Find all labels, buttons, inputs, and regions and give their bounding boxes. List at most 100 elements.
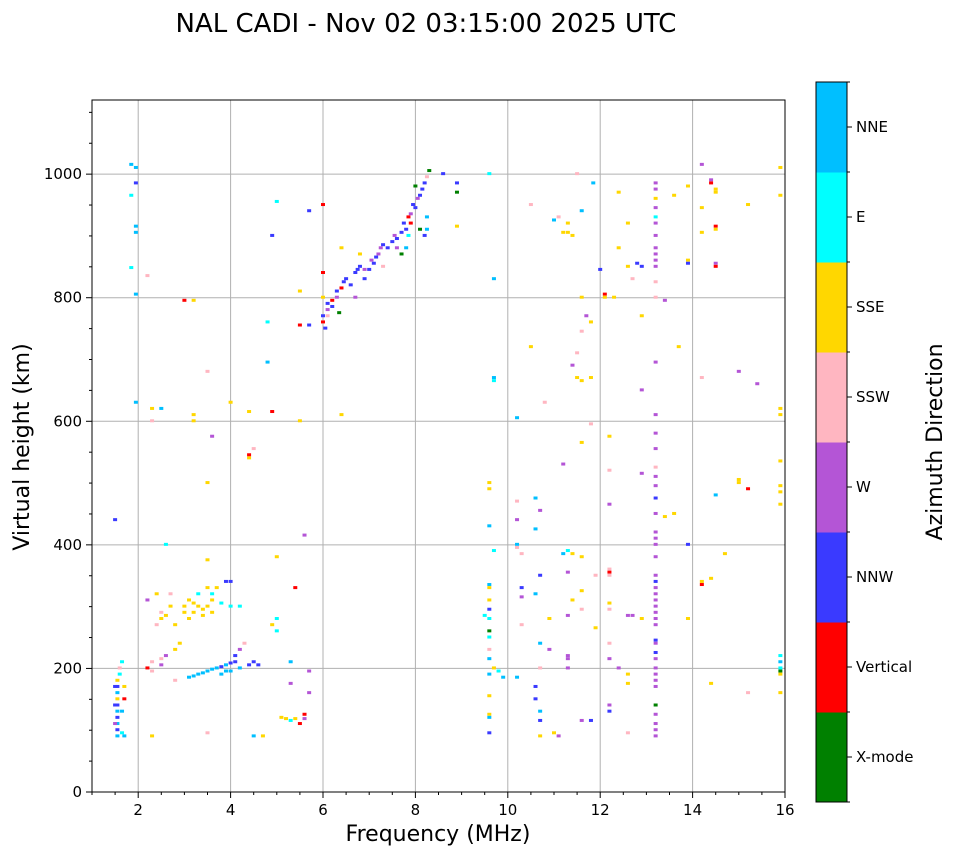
data-point [588, 320, 593, 324]
data-point [496, 669, 501, 673]
data-point [653, 181, 658, 185]
data-point [722, 552, 727, 556]
data-point [653, 536, 658, 540]
colorbar-segment [816, 82, 847, 173]
data-point [251, 734, 256, 738]
data-point [228, 400, 233, 404]
data-point [602, 292, 607, 296]
data-point [288, 718, 293, 722]
data-point [219, 672, 224, 676]
data-point [653, 206, 658, 210]
data-point [274, 629, 279, 633]
data-point [357, 264, 362, 268]
data-point [159, 610, 164, 614]
data-point [270, 233, 275, 237]
data-point [117, 666, 122, 670]
data-point [491, 379, 496, 383]
data-point [223, 579, 228, 583]
data-point [113, 722, 118, 726]
data-point [653, 196, 658, 200]
data-point [653, 641, 658, 645]
data-point [399, 252, 404, 256]
data-point [228, 661, 233, 665]
data-point [713, 493, 718, 497]
data-point [533, 592, 538, 596]
data-point [653, 722, 658, 726]
data-point [427, 169, 432, 173]
data-point [159, 663, 164, 667]
data-point [191, 413, 196, 417]
data-point [491, 549, 496, 553]
data-point [376, 252, 381, 256]
data-point [129, 266, 134, 270]
colorbar-label: NNE [856, 118, 888, 136]
data-point [487, 712, 492, 716]
data-point [297, 419, 302, 423]
data-point [341, 280, 346, 284]
data-point [228, 669, 233, 673]
data-point [662, 298, 667, 302]
data-point [242, 641, 247, 645]
data-point [547, 647, 552, 651]
data-point [685, 261, 690, 265]
data-point [205, 481, 210, 485]
data-point [173, 647, 178, 651]
x-tick-label: 8 [411, 801, 421, 819]
data-point [653, 413, 658, 417]
data-point [591, 181, 596, 185]
colorbar-label: Vertical [856, 658, 912, 676]
data-point [265, 320, 270, 324]
data-point [115, 697, 120, 701]
data-point [491, 666, 496, 670]
data-point [339, 286, 344, 290]
data-point [487, 657, 492, 661]
data-point [191, 601, 196, 605]
data-point [223, 669, 228, 673]
data-point [565, 549, 570, 553]
data-point [561, 552, 566, 556]
data-point [274, 617, 279, 620]
data-point [115, 691, 120, 695]
data-point [575, 351, 580, 355]
data-point [487, 583, 492, 587]
colorbar-label: SSW [856, 388, 890, 406]
data-point [487, 524, 492, 528]
data-point [653, 474, 658, 478]
data-point [565, 666, 570, 670]
data-point [713, 227, 718, 231]
data-point [579, 295, 584, 299]
data-point [778, 193, 783, 197]
data-point [205, 558, 210, 562]
data-point [219, 665, 224, 669]
data-point [607, 567, 612, 571]
data-point [355, 267, 360, 271]
data-point [408, 221, 413, 225]
data-point [778, 413, 783, 417]
data-point [115, 734, 120, 738]
data-point [191, 298, 196, 302]
data-point [228, 604, 233, 608]
data-point [588, 376, 593, 380]
data-point [422, 233, 427, 237]
data-point [307, 323, 312, 327]
data-point [196, 604, 201, 608]
data-point [607, 641, 612, 645]
data-point [607, 657, 612, 661]
data-point [378, 246, 383, 250]
data-point [653, 598, 658, 602]
data-point [210, 598, 215, 602]
data-point [330, 304, 335, 308]
data-point [163, 654, 168, 658]
data-point [113, 703, 118, 707]
data-point [653, 246, 658, 250]
data-point [133, 181, 138, 185]
data-point [115, 678, 120, 682]
data-point [556, 215, 561, 219]
data-point [709, 681, 714, 685]
data-point [302, 717, 307, 721]
x-axis-ticks: 2 4 6 8 10 12 14 16 [91, 792, 795, 819]
data-point [699, 206, 704, 210]
data-point [616, 190, 621, 194]
data-point [191, 674, 196, 678]
